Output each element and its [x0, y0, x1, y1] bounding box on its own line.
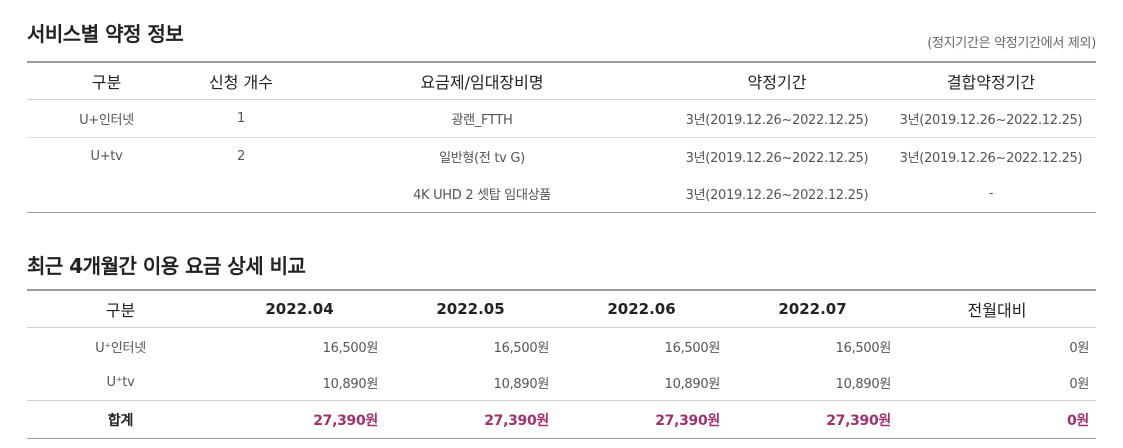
- col-header-category: 구분: [27, 290, 214, 328]
- monthly-fee: 10,890원: [214, 364, 385, 401]
- table-row: U+tv 2 일반형(전 tv G) 3년(2019.12.26~2022.12…: [27, 138, 1096, 176]
- contract-period: 3년(2019.12.26~2022.12.25): [685, 151, 869, 166]
- service-name: U+인터넷: [27, 99, 186, 138]
- total-fee: 27,390원: [826, 412, 891, 429]
- total-row: 합계 27,390원 27,390원 27,390원 27,390원 0원: [27, 401, 1096, 439]
- col-header-month: 2022.04: [214, 290, 385, 328]
- comparison-header-row: 구분 2022.04 2022.05 2022.06 2022.07 전월대비: [27, 290, 1096, 328]
- service-name: U⁺tv: [27, 364, 214, 401]
- comparison-section-title: 최근 4개월간 이용 요금 상세 비교: [27, 254, 306, 278]
- col-header-bundle-period: 결합약정기간: [886, 62, 1096, 100]
- mom-change: 0원: [1069, 340, 1089, 356]
- service-name: U⁺인터넷: [95, 340, 146, 356]
- subscription-count: 1: [186, 99, 296, 138]
- bundle-period: 3년(2019.12.26~2022.12.25): [886, 99, 1096, 138]
- col-header-mom-change: 전월대비: [898, 290, 1096, 328]
- service-name: [27, 175, 186, 213]
- subscription-count: 2: [237, 149, 245, 164]
- contract-header-row: 구분 신청 개수 요금제/임대장비명 약정기간 결합약정기간: [27, 62, 1096, 100]
- monthly-fee: 16,500원: [835, 340, 892, 356]
- table-row: U⁺인터넷 16,500원 16,500원 16,500원 16,500원 0원: [27, 328, 1096, 365]
- total-fee: 27,390원: [655, 412, 720, 429]
- total-mom-change: 0원: [1066, 412, 1089, 429]
- table-row: U+인터넷 1 광랜_FTTH 3년(2019.12.26~2022.12.25…: [27, 99, 1096, 138]
- contract-table: 구분 신청 개수 요금제/임대장비명 약정기간 결합약정기간 U+인터넷 1 광…: [27, 61, 1096, 213]
- col-header-contract-period: 약정기간: [668, 62, 886, 100]
- monthly-fee: 16,500원: [493, 340, 550, 356]
- contract-period: 3년(2019.12.26~2022.12.25): [668, 99, 886, 138]
- bundle-period: -: [988, 186, 994, 201]
- col-header-category: 구분: [27, 62, 186, 100]
- col-header-month: 2022.06: [556, 290, 727, 328]
- contract-section-title: 서비스별 약정 정보: [27, 22, 184, 46]
- table-row: 4K UHD 2 셋탑 임대상품 3년(2019.12.26~2022.12.2…: [27, 175, 1096, 213]
- monthly-fee: 10,890원: [727, 364, 898, 401]
- col-header-month: 2022.07: [727, 290, 898, 328]
- plan-name: 4K UHD 2 셋탑 임대상품: [413, 188, 551, 203]
- plan-name: 일반형(전 tv G): [439, 151, 525, 166]
- col-header-month: 2022.05: [385, 290, 556, 328]
- monthly-fee: 10,890원: [556, 364, 727, 401]
- mom-change: 0원: [898, 364, 1096, 401]
- col-header-count: 신청 개수: [186, 62, 296, 100]
- service-name: U+tv: [90, 149, 123, 164]
- monthly-fee: 16,500원: [664, 340, 721, 356]
- plan-name: 광랜_FTTH: [296, 99, 668, 138]
- table-row: U⁺tv 10,890원 10,890원 10,890원 10,890원 0원: [27, 364, 1096, 401]
- total-fee: 27,390원: [313, 412, 378, 429]
- total-label: 합계: [107, 412, 134, 429]
- monthly-fee: 10,890원: [385, 364, 556, 401]
- bundle-period: 3년(2019.12.26~2022.12.25): [899, 151, 1083, 166]
- subscription-count: [186, 175, 296, 213]
- col-header-plan: 요금제/임대장비명: [296, 62, 668, 100]
- monthly-fee: 16,500원: [322, 340, 379, 356]
- fee-comparison-table: 구분 2022.04 2022.05 2022.06 2022.07 전월대비 …: [27, 289, 1096, 439]
- total-fee: 27,390원: [484, 412, 549, 429]
- suspension-note: (정지기간은 약정기간에서 제외): [927, 36, 1096, 51]
- contract-period: 3년(2019.12.26~2022.12.25): [685, 188, 869, 203]
